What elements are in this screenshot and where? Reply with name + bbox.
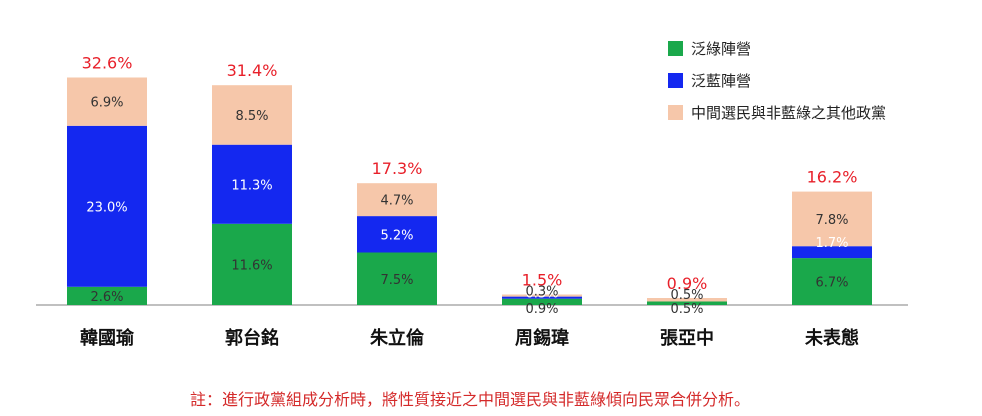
bar-segment-blue	[212, 144, 292, 224]
legend-item-blue: 泛藍陣營	[668, 64, 886, 96]
segment-value-label: 0.3%	[525, 285, 558, 300]
bar-total-label: 32.6%	[82, 54, 133, 73]
category-label: 未表態	[805, 327, 859, 349]
bar-segment-green	[647, 301, 727, 305]
category-label: 張亞中	[660, 327, 714, 349]
bar-total-label: 0.9%	[667, 274, 708, 293]
legend-swatch-other	[668, 104, 683, 120]
legend-label-other: 中間選民與非藍綠之其他政黨	[691, 103, 887, 122]
segment-value-label: 7.8%	[815, 213, 848, 228]
bar-segment-green	[67, 286, 147, 305]
segment-value-label: 4.7%	[380, 194, 413, 209]
bar-segment-other	[357, 183, 437, 217]
bar-total-label: 1.5%	[522, 271, 563, 290]
category-label: 周錫瑋	[515, 327, 569, 349]
legend-swatch-blue	[668, 72, 683, 88]
bar-total-label: 17.3%	[372, 159, 423, 178]
bar-segment-green	[792, 258, 872, 305]
segment-value-label: 6.9%	[90, 96, 123, 111]
bar-total-label: 16.2%	[807, 168, 858, 187]
segment-value-label: 11.6%	[231, 258, 272, 273]
footnote: 註：進行政黨組成分析時，將性質接近之中間選民與非藍綠傾向民眾合併分析。	[190, 390, 751, 409]
legend-label-green: 泛綠陣營	[691, 39, 752, 58]
bar-segment-other	[502, 294, 582, 297]
category-label: 郭台銘	[225, 327, 279, 349]
bar-segment-blue	[67, 125, 147, 287]
bar-segment-other	[212, 85, 292, 145]
segment-value-label: 0.5%	[670, 288, 703, 303]
chart-legend: 泛綠陣營 泛藍陣營 中間選民與非藍綠之其他政黨	[668, 32, 886, 128]
bar-segment-blue	[357, 216, 437, 253]
segment-value-label: 11.3%	[231, 178, 272, 193]
bar-total-label: 31.4%	[227, 61, 278, 80]
bar-segment-other	[67, 77, 147, 126]
bar-segment-other	[647, 298, 727, 302]
bar-segment-green	[212, 223, 292, 305]
segment-value-label: 2.6%	[90, 290, 123, 305]
bar-segment-green	[502, 298, 582, 305]
segment-value-label: 8.5%	[235, 109, 268, 124]
legend-item-other: 中間選民與非藍綠之其他政黨	[668, 96, 886, 128]
segment-value-label: 6.7%	[815, 276, 848, 291]
segment-value-label: 23.0%	[86, 200, 127, 215]
bar-segment-blue	[792, 246, 872, 259]
legend-label-blue: 泛藍陣營	[691, 71, 752, 90]
segment-value-label: 0.3%	[525, 287, 558, 302]
bar-segment-other	[792, 191, 872, 247]
segment-value-label: 0.9%	[525, 302, 558, 317]
category-label: 朱立倫	[370, 327, 425, 349]
legend-swatch-green	[668, 40, 683, 56]
segment-value-label: 7.5%	[380, 273, 413, 288]
legend-item-green: 泛綠陣營	[668, 32, 886, 64]
bar-segment-blue	[502, 296, 582, 299]
category-label: 韓國瑜	[80, 327, 135, 349]
segment-value-label: 1.7%	[815, 236, 848, 251]
bar-segment-green	[357, 252, 437, 305]
segment-value-label: 5.2%	[380, 228, 413, 243]
segment-value-label: 0.5%	[670, 302, 703, 317]
